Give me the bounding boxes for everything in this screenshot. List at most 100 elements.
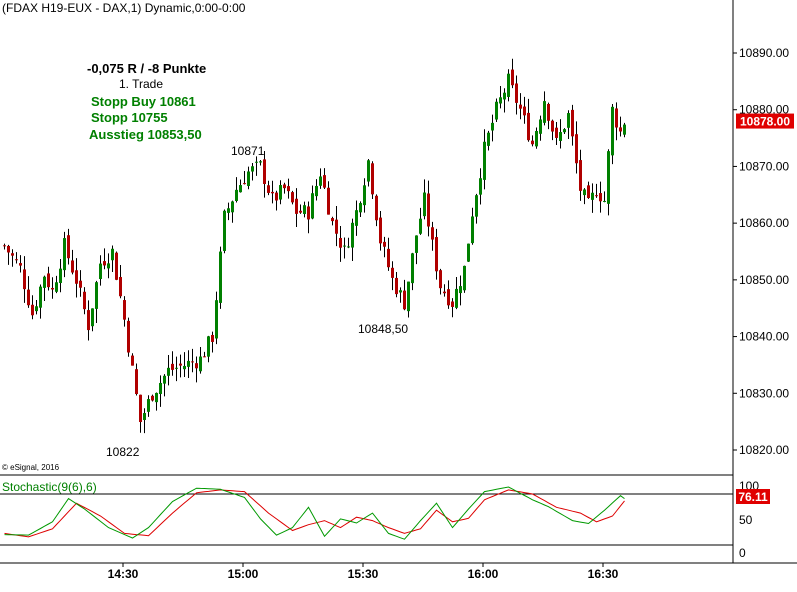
candle-body bbox=[379, 217, 382, 244]
candle bbox=[11, 249, 14, 267]
candle bbox=[255, 156, 258, 176]
candle bbox=[431, 221, 434, 251]
candle-body bbox=[239, 185, 242, 193]
candle-body bbox=[587, 185, 590, 199]
high-price-label: 10871 bbox=[231, 144, 265, 158]
candle bbox=[119, 265, 122, 299]
candle bbox=[467, 243, 470, 262]
candle-body bbox=[611, 106, 614, 156]
candle bbox=[251, 162, 254, 181]
candle bbox=[415, 235, 418, 265]
candle-body bbox=[19, 263, 22, 266]
candle-body bbox=[551, 120, 554, 132]
candle-body bbox=[507, 73, 510, 97]
stochastic-d-line bbox=[4, 489, 625, 538]
candle bbox=[3, 243, 6, 250]
candle-body bbox=[371, 163, 374, 195]
candle bbox=[559, 119, 562, 149]
candle-body bbox=[455, 288, 458, 308]
candle bbox=[531, 135, 534, 147]
price-tick-label: 10890.00 bbox=[739, 46, 789, 60]
candle bbox=[411, 252, 414, 291]
candle-body bbox=[211, 334, 214, 342]
stochastic-value-badge bbox=[736, 489, 770, 504]
candle-body bbox=[191, 361, 194, 363]
candle bbox=[247, 166, 250, 190]
candle bbox=[439, 268, 442, 295]
candle bbox=[299, 204, 302, 214]
candle bbox=[331, 216, 334, 226]
candle-body bbox=[431, 227, 434, 240]
candle-body bbox=[151, 395, 154, 401]
candle-body bbox=[607, 151, 610, 204]
candle-body bbox=[67, 235, 70, 259]
candle-body bbox=[87, 310, 90, 331]
candle bbox=[67, 228, 70, 265]
candle-body bbox=[495, 101, 498, 120]
candle-body bbox=[203, 356, 206, 358]
candle-body bbox=[223, 210, 226, 251]
exit-label: Ausstieg 10853,50 bbox=[89, 127, 202, 142]
candle-body bbox=[95, 282, 98, 309]
trade-number-label: 1. Trade bbox=[119, 77, 163, 91]
candle bbox=[239, 179, 242, 193]
stop-label: Stopp 10755 bbox=[91, 110, 168, 125]
candle-body bbox=[3, 245, 6, 247]
candle-body bbox=[127, 320, 130, 353]
candle bbox=[459, 275, 462, 306]
candle bbox=[327, 181, 330, 215]
candle bbox=[183, 352, 186, 378]
candle-body bbox=[179, 363, 182, 366]
candle-body bbox=[399, 290, 402, 293]
candle-body bbox=[183, 365, 186, 370]
price-tick-label: 10860.00 bbox=[739, 216, 789, 230]
candle bbox=[567, 110, 570, 139]
candle-body bbox=[79, 280, 82, 288]
candle-body bbox=[235, 189, 238, 201]
candle-body bbox=[107, 263, 110, 269]
candle bbox=[407, 281, 410, 318]
candle-body bbox=[47, 273, 50, 288]
price-tick-label: 10880.00 bbox=[739, 103, 789, 117]
copyright-text: © eSignal, 2016 bbox=[2, 463, 60, 472]
candle bbox=[519, 93, 522, 120]
candle bbox=[111, 245, 114, 273]
candle bbox=[587, 181, 590, 199]
candle-body bbox=[35, 306, 38, 312]
candle-body bbox=[583, 189, 586, 196]
candle bbox=[447, 280, 450, 309]
candle bbox=[487, 130, 490, 151]
candle-body bbox=[115, 252, 118, 280]
candle bbox=[367, 159, 370, 187]
candle-body bbox=[39, 286, 42, 308]
candle bbox=[451, 298, 454, 318]
candle-body bbox=[459, 286, 462, 294]
candle bbox=[607, 149, 610, 216]
candle bbox=[615, 102, 618, 141]
candle bbox=[235, 177, 238, 203]
candle-body bbox=[275, 192, 278, 201]
candle bbox=[375, 194, 378, 227]
candle bbox=[27, 276, 30, 308]
candle-body bbox=[419, 218, 422, 234]
candle bbox=[167, 354, 170, 386]
candle-body bbox=[231, 201, 234, 213]
candle-body bbox=[271, 191, 274, 194]
candle bbox=[503, 88, 506, 113]
candle bbox=[95, 280, 98, 323]
candle-body bbox=[335, 219, 338, 234]
candle bbox=[147, 395, 150, 417]
candle bbox=[371, 161, 374, 200]
candle-body bbox=[131, 355, 134, 366]
candle-body bbox=[103, 261, 106, 266]
candle bbox=[31, 295, 34, 320]
candle-body bbox=[539, 119, 542, 134]
candle-body bbox=[111, 248, 114, 261]
candle bbox=[511, 58, 514, 89]
candle bbox=[59, 258, 62, 293]
time-axis: 14:30 15:00 15:30 16:00 16:30 bbox=[108, 563, 619, 581]
candle-body bbox=[319, 176, 322, 186]
candle bbox=[427, 180, 430, 237]
candle-body bbox=[543, 101, 546, 123]
